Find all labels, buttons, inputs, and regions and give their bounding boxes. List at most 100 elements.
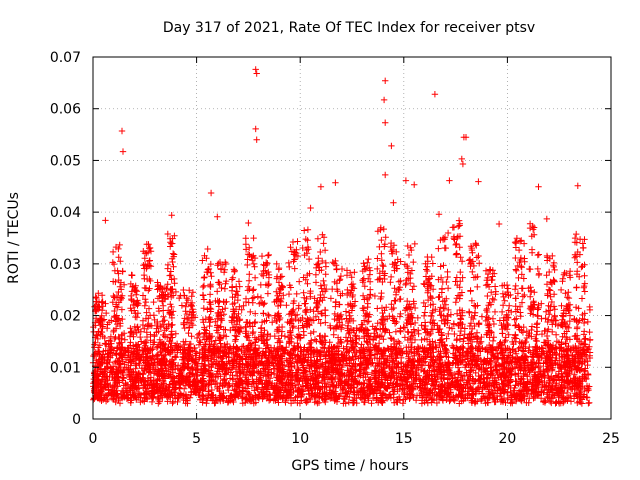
data-point — [133, 384, 140, 392]
data-point — [208, 338, 215, 345]
data-point — [399, 368, 406, 376]
data-point — [146, 244, 154, 252]
data-point — [110, 327, 118, 334]
data-point — [155, 305, 162, 312]
data-point — [279, 349, 287, 357]
data-point — [520, 323, 527, 331]
data-point — [201, 351, 208, 358]
data-point — [585, 400, 592, 407]
data-point — [165, 320, 172, 328]
data-point — [546, 388, 553, 396]
data-point — [578, 394, 586, 401]
data-point — [494, 350, 501, 358]
data-point — [327, 324, 334, 332]
data-point — [116, 340, 123, 348]
data-point — [154, 376, 161, 383]
data-point — [143, 250, 150, 257]
data-point — [195, 355, 203, 363]
data-point — [297, 387, 304, 394]
data-point — [275, 376, 283, 384]
data-point — [369, 394, 377, 402]
data-point — [181, 292, 188, 299]
data-point — [220, 311, 228, 318]
data-point — [182, 391, 190, 398]
data-point — [186, 373, 193, 380]
data-point — [260, 310, 267, 317]
data-point — [399, 400, 407, 407]
data-point — [406, 390, 413, 397]
data-point — [411, 376, 418, 384]
data-point — [166, 358, 174, 366]
data-point — [415, 330, 422, 338]
data-point — [322, 359, 330, 366]
data-point — [329, 383, 337, 390]
data-point — [156, 372, 163, 379]
data-point — [273, 383, 281, 390]
data-point — [147, 337, 154, 344]
data-point — [185, 329, 192, 337]
data-point — [251, 319, 258, 327]
data-point — [204, 336, 212, 343]
data-point — [275, 264, 283, 272]
data-point — [97, 366, 104, 373]
data-point — [365, 397, 372, 404]
data-point — [283, 344, 290, 351]
data-point — [201, 357, 208, 365]
data-point — [307, 330, 314, 337]
data-point — [446, 389, 454, 397]
data-point — [583, 382, 591, 390]
data-point — [216, 362, 223, 369]
data-point — [357, 365, 364, 373]
data-point — [185, 324, 193, 331]
data-point — [322, 319, 329, 326]
data-point — [520, 372, 527, 380]
data-point — [535, 364, 542, 371]
data-point — [105, 353, 112, 360]
data-point — [274, 311, 281, 318]
data-point — [275, 279, 283, 286]
data-point — [423, 353, 431, 360]
data-point — [184, 360, 191, 367]
data-point — [99, 324, 106, 332]
data-point — [544, 318, 551, 326]
data-point — [168, 378, 176, 385]
data-point — [96, 360, 103, 367]
data-point — [356, 371, 364, 379]
data-point — [112, 398, 119, 406]
data-point — [501, 388, 509, 395]
data-point — [109, 248, 117, 256]
data-point — [429, 316, 437, 324]
data-point — [200, 393, 207, 400]
data-point — [103, 373, 110, 380]
data-point — [145, 320, 152, 328]
data-point — [264, 260, 271, 267]
data-point — [244, 261, 251, 269]
data-point — [340, 400, 347, 407]
data-point — [278, 344, 285, 352]
data-point — [198, 396, 206, 403]
data-point — [164, 398, 171, 405]
data-point — [115, 270, 122, 277]
data-point — [225, 380, 232, 387]
data-point — [114, 358, 121, 365]
data-point — [355, 355, 362, 362]
data-point — [583, 393, 590, 401]
data-point — [290, 346, 297, 353]
data-point — [115, 368, 122, 376]
data-point — [285, 387, 293, 394]
data-point — [469, 397, 476, 404]
data-point — [216, 258, 224, 266]
data-point — [95, 394, 102, 402]
data-point — [232, 291, 239, 298]
data-point — [470, 391, 477, 399]
data-point — [273, 363, 281, 370]
data-point — [242, 396, 250, 403]
data-point — [393, 396, 401, 404]
data-point — [242, 295, 250, 302]
data-point — [353, 395, 360, 402]
data-point — [98, 292, 106, 299]
data-point — [134, 310, 142, 317]
data-point — [416, 359, 423, 366]
data-point — [476, 339, 484, 347]
data-point — [234, 382, 241, 389]
